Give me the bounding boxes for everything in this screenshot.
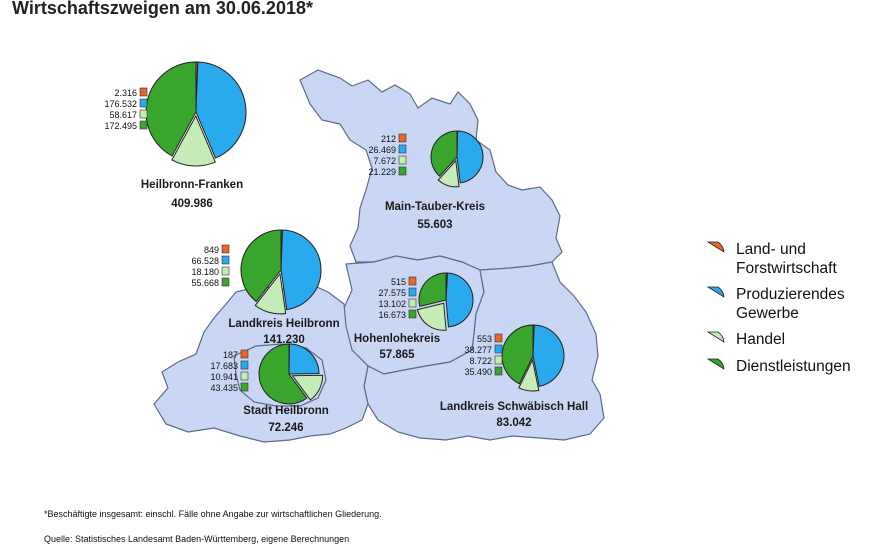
value-swatch-dienst-hohenlohekreis — [409, 310, 416, 318]
green-pie-wedge-icon — [704, 357, 730, 377]
value-label-dienst-landkreis-heilbronn: 55.668 — [191, 278, 219, 288]
orange-pie-wedge-icon — [704, 240, 730, 260]
value-swatch-handel-heilbronn-franken — [140, 110, 147, 118]
value-swatch-land-hohenlohekreis — [409, 277, 416, 285]
value-swatch-prod-landkreis-schwaebisch-hall — [495, 345, 502, 353]
legend-item-dienst: Dienstleistungen — [704, 357, 880, 377]
region-total-heilbronn-franken: 409.986 — [171, 198, 213, 210]
value-label-land-stadt-heilbronn: 187 — [223, 350, 238, 360]
source-note: Quelle: Statistisches Landesamt Baden-Wü… — [44, 534, 349, 544]
region-name-main-tauber-kreis: Main-Tauber-Kreis — [385, 201, 485, 213]
value-label-land-landkreis-schwaebisch-hall: 553 — [477, 334, 492, 344]
legend-item-prod: Produzierendes Gewerbe — [704, 285, 880, 323]
value-label-dienst-stadt-heilbronn: 43.435 — [210, 383, 238, 393]
value-swatch-prod-stadt-heilbronn — [241, 361, 248, 369]
value-swatch-land-main-tauber-kreis — [399, 134, 406, 142]
value-label-handel-heilbronn-franken: 58.617 — [109, 110, 137, 120]
value-swatch-handel-main-tauber-kreis — [399, 156, 406, 164]
legend-label-prod: Produzierendes Gewerbe — [736, 285, 880, 323]
value-label-land-heilbronn-franken: 2.316 — [114, 88, 137, 98]
value-label-dienst-main-tauber-kreis: 21.229 — [368, 167, 396, 177]
region-name-landkreis-schwaebisch-hall: Landkreis Schwäbisch Hall — [440, 401, 588, 413]
lightgreen-pie-wedge-icon — [704, 330, 730, 350]
value-label-dienst-hohenlohekreis: 16.673 — [378, 310, 406, 320]
value-swatch-dienst-main-tauber-kreis — [399, 167, 406, 175]
value-label-prod-main-tauber-kreis: 26.469 — [368, 145, 396, 155]
value-label-prod-hohenlohekreis: 27.575 — [378, 288, 406, 298]
value-label-handel-main-tauber-kreis: 7.672 — [373, 156, 396, 166]
value-swatch-land-landkreis-heilbronn — [222, 245, 229, 253]
value-label-dienst-heilbronn-franken: 172.495 — [104, 121, 137, 131]
value-swatch-prod-landkreis-heilbronn — [222, 256, 229, 264]
value-label-land-landkreis-heilbronn: 849 — [204, 245, 219, 255]
value-label-land-main-tauber-kreis: 212 — [381, 134, 396, 144]
legend-label-land: Land- und Forstwirtschaft — [736, 240, 880, 278]
value-swatch-prod-hohenlohekreis — [409, 288, 416, 296]
value-swatch-dienst-stadt-heilbronn — [241, 383, 248, 391]
value-swatch-land-stadt-heilbronn — [241, 350, 248, 358]
value-swatch-prod-main-tauber-kreis — [399, 145, 406, 153]
blue-pie-wedge-icon — [704, 285, 730, 305]
region-name-stadt-heilbronn: Stadt Heilbronn — [243, 405, 329, 417]
region-name-heilbronn-franken: Heilbronn-Franken — [141, 179, 243, 191]
value-swatch-land-heilbronn-franken — [140, 88, 147, 96]
legend-label-dienst: Dienstleistungen — [736, 357, 880, 376]
legend-item-handel: Handel — [704, 330, 880, 350]
value-swatch-dienst-landkreis-heilbronn — [222, 278, 229, 286]
region-total-stadt-heilbronn: 72.246 — [268, 422, 303, 434]
region-total-main-tauber-kreis: 55.603 — [417, 219, 452, 231]
region-total-landkreis-schwaebisch-hall: 83.042 — [496, 417, 531, 429]
value-swatch-handel-hohenlohekreis — [409, 299, 416, 307]
value-label-prod-stadt-heilbronn: 17.683 — [210, 361, 238, 371]
value-label-prod-landkreis-schwaebisch-hall: 38.277 — [464, 345, 492, 355]
value-label-prod-heilbronn-franken: 176.532 — [104, 99, 137, 109]
value-label-handel-hohenlohekreis: 13.102 — [378, 299, 406, 309]
value-label-handel-stadt-heilbronn: 10.941 — [210, 372, 238, 382]
value-swatch-land-landkreis-schwaebisch-hall — [495, 334, 502, 342]
value-label-prod-landkreis-heilbronn: 66.528 — [191, 256, 219, 266]
value-label-handel-landkreis-heilbronn: 18.180 — [191, 267, 219, 277]
region-total-hohenlohekreis: 57.865 — [379, 349, 415, 361]
value-swatch-handel-landkreis-schwaebisch-hall — [495, 356, 502, 364]
region-name-landkreis-heilbronn: Landkreis Heilbronn — [228, 318, 339, 330]
legend: Land- und Forstwirtschaft Produzierendes… — [704, 240, 880, 384]
value-label-handel-landkreis-schwaebisch-hall: 8.722 — [469, 356, 492, 366]
value-swatch-handel-landkreis-heilbronn — [222, 267, 229, 275]
value-label-land-hohenlohekreis: 515 — [391, 277, 406, 287]
value-swatch-handel-stadt-heilbronn — [241, 372, 248, 380]
legend-item-land: Land- und Forstwirtschaft — [704, 240, 880, 278]
value-swatch-prod-heilbronn-franken — [140, 99, 147, 107]
legend-label-handel: Handel — [736, 330, 880, 349]
region-name-hohenlohekreis: Hohenlohekreis — [354, 333, 440, 345]
region-main-tauber-kreis[interactable] — [300, 70, 562, 270]
value-swatch-dienst-landkreis-schwaebisch-hall — [495, 367, 502, 375]
footnote: *Beschäftigte insgesamt: einschl. Fälle … — [44, 509, 382, 519]
value-label-dienst-landkreis-schwaebisch-hall: 35.490 — [464, 367, 492, 377]
legend-swatch-land — [708, 242, 724, 252]
value-swatch-dienst-heilbronn-franken — [140, 121, 147, 129]
